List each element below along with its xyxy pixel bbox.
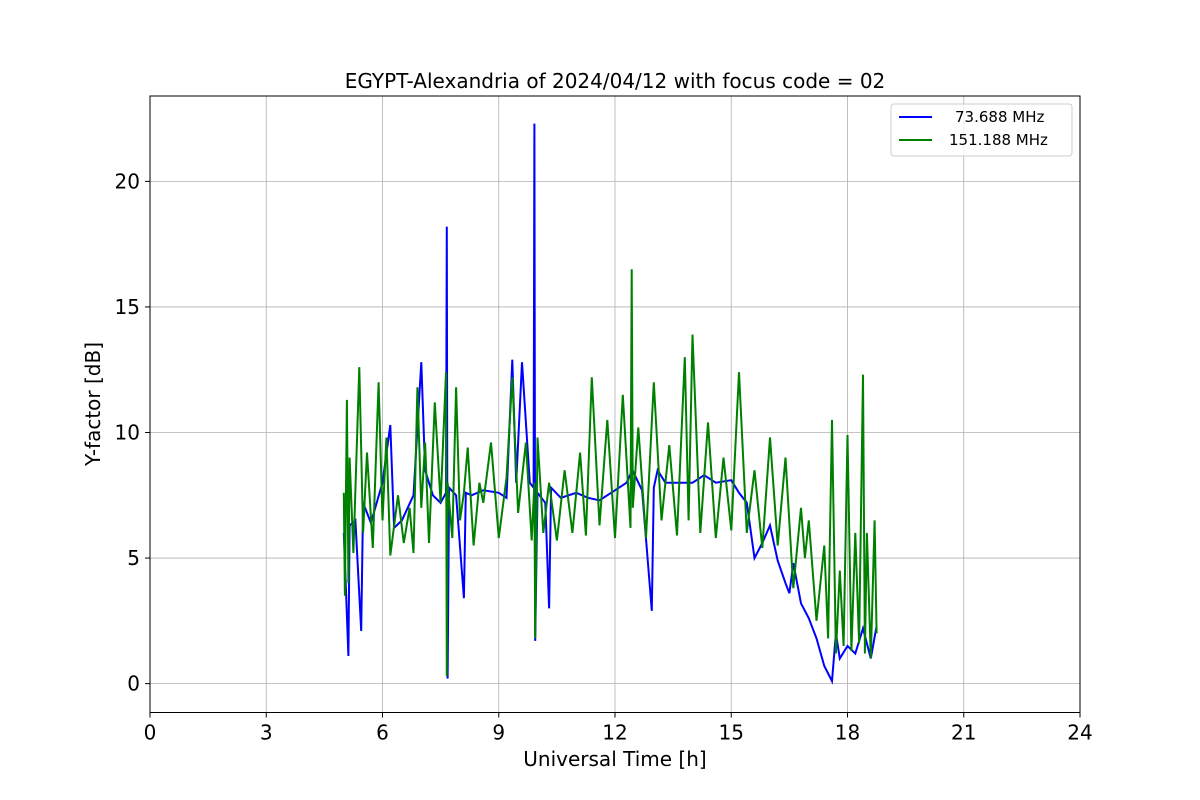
x-tick-label: 0: [144, 721, 157, 745]
series-group: [342, 123, 878, 685]
y-axis-label: Y-factor [dB]: [81, 342, 105, 467]
y-tick-label: 10: [115, 421, 140, 445]
y-tick-label: 5: [127, 546, 140, 570]
y-tick-label: 15: [115, 295, 140, 319]
y-axis-ticks: 0 5 10 15 20: [115, 169, 150, 696]
x-tick-label: 24: [1067, 721, 1092, 745]
x-axis-label: Universal Time [h]: [523, 747, 706, 771]
y-tick-label: 20: [115, 169, 140, 193]
x-tick-label: 15: [719, 721, 744, 745]
y-tick-label: 0: [127, 672, 140, 696]
x-tick-label: 3: [260, 721, 273, 745]
x-tick-label: 9: [492, 721, 505, 745]
x-tick-label: 6: [376, 721, 389, 745]
legend-label-series-2: 151.188 MHz: [949, 131, 1048, 149]
x-tick-label: 18: [835, 721, 860, 745]
x-tick-label: 21: [951, 721, 976, 745]
legend: 73.688 MHz 151.188 MHz: [890, 103, 1073, 157]
legend-label-series-1: 73.688 MHz: [955, 108, 1044, 126]
x-axis-ticks: 0 3 6 9 12 15 18 21 24: [144, 712, 1093, 745]
legend-box: [890, 103, 1073, 157]
series-line-2: [342, 269, 878, 677]
chart-title: EGYPT-Alexandria of 2024/04/12 with focu…: [345, 69, 886, 93]
x-tick-label: 12: [602, 721, 627, 745]
